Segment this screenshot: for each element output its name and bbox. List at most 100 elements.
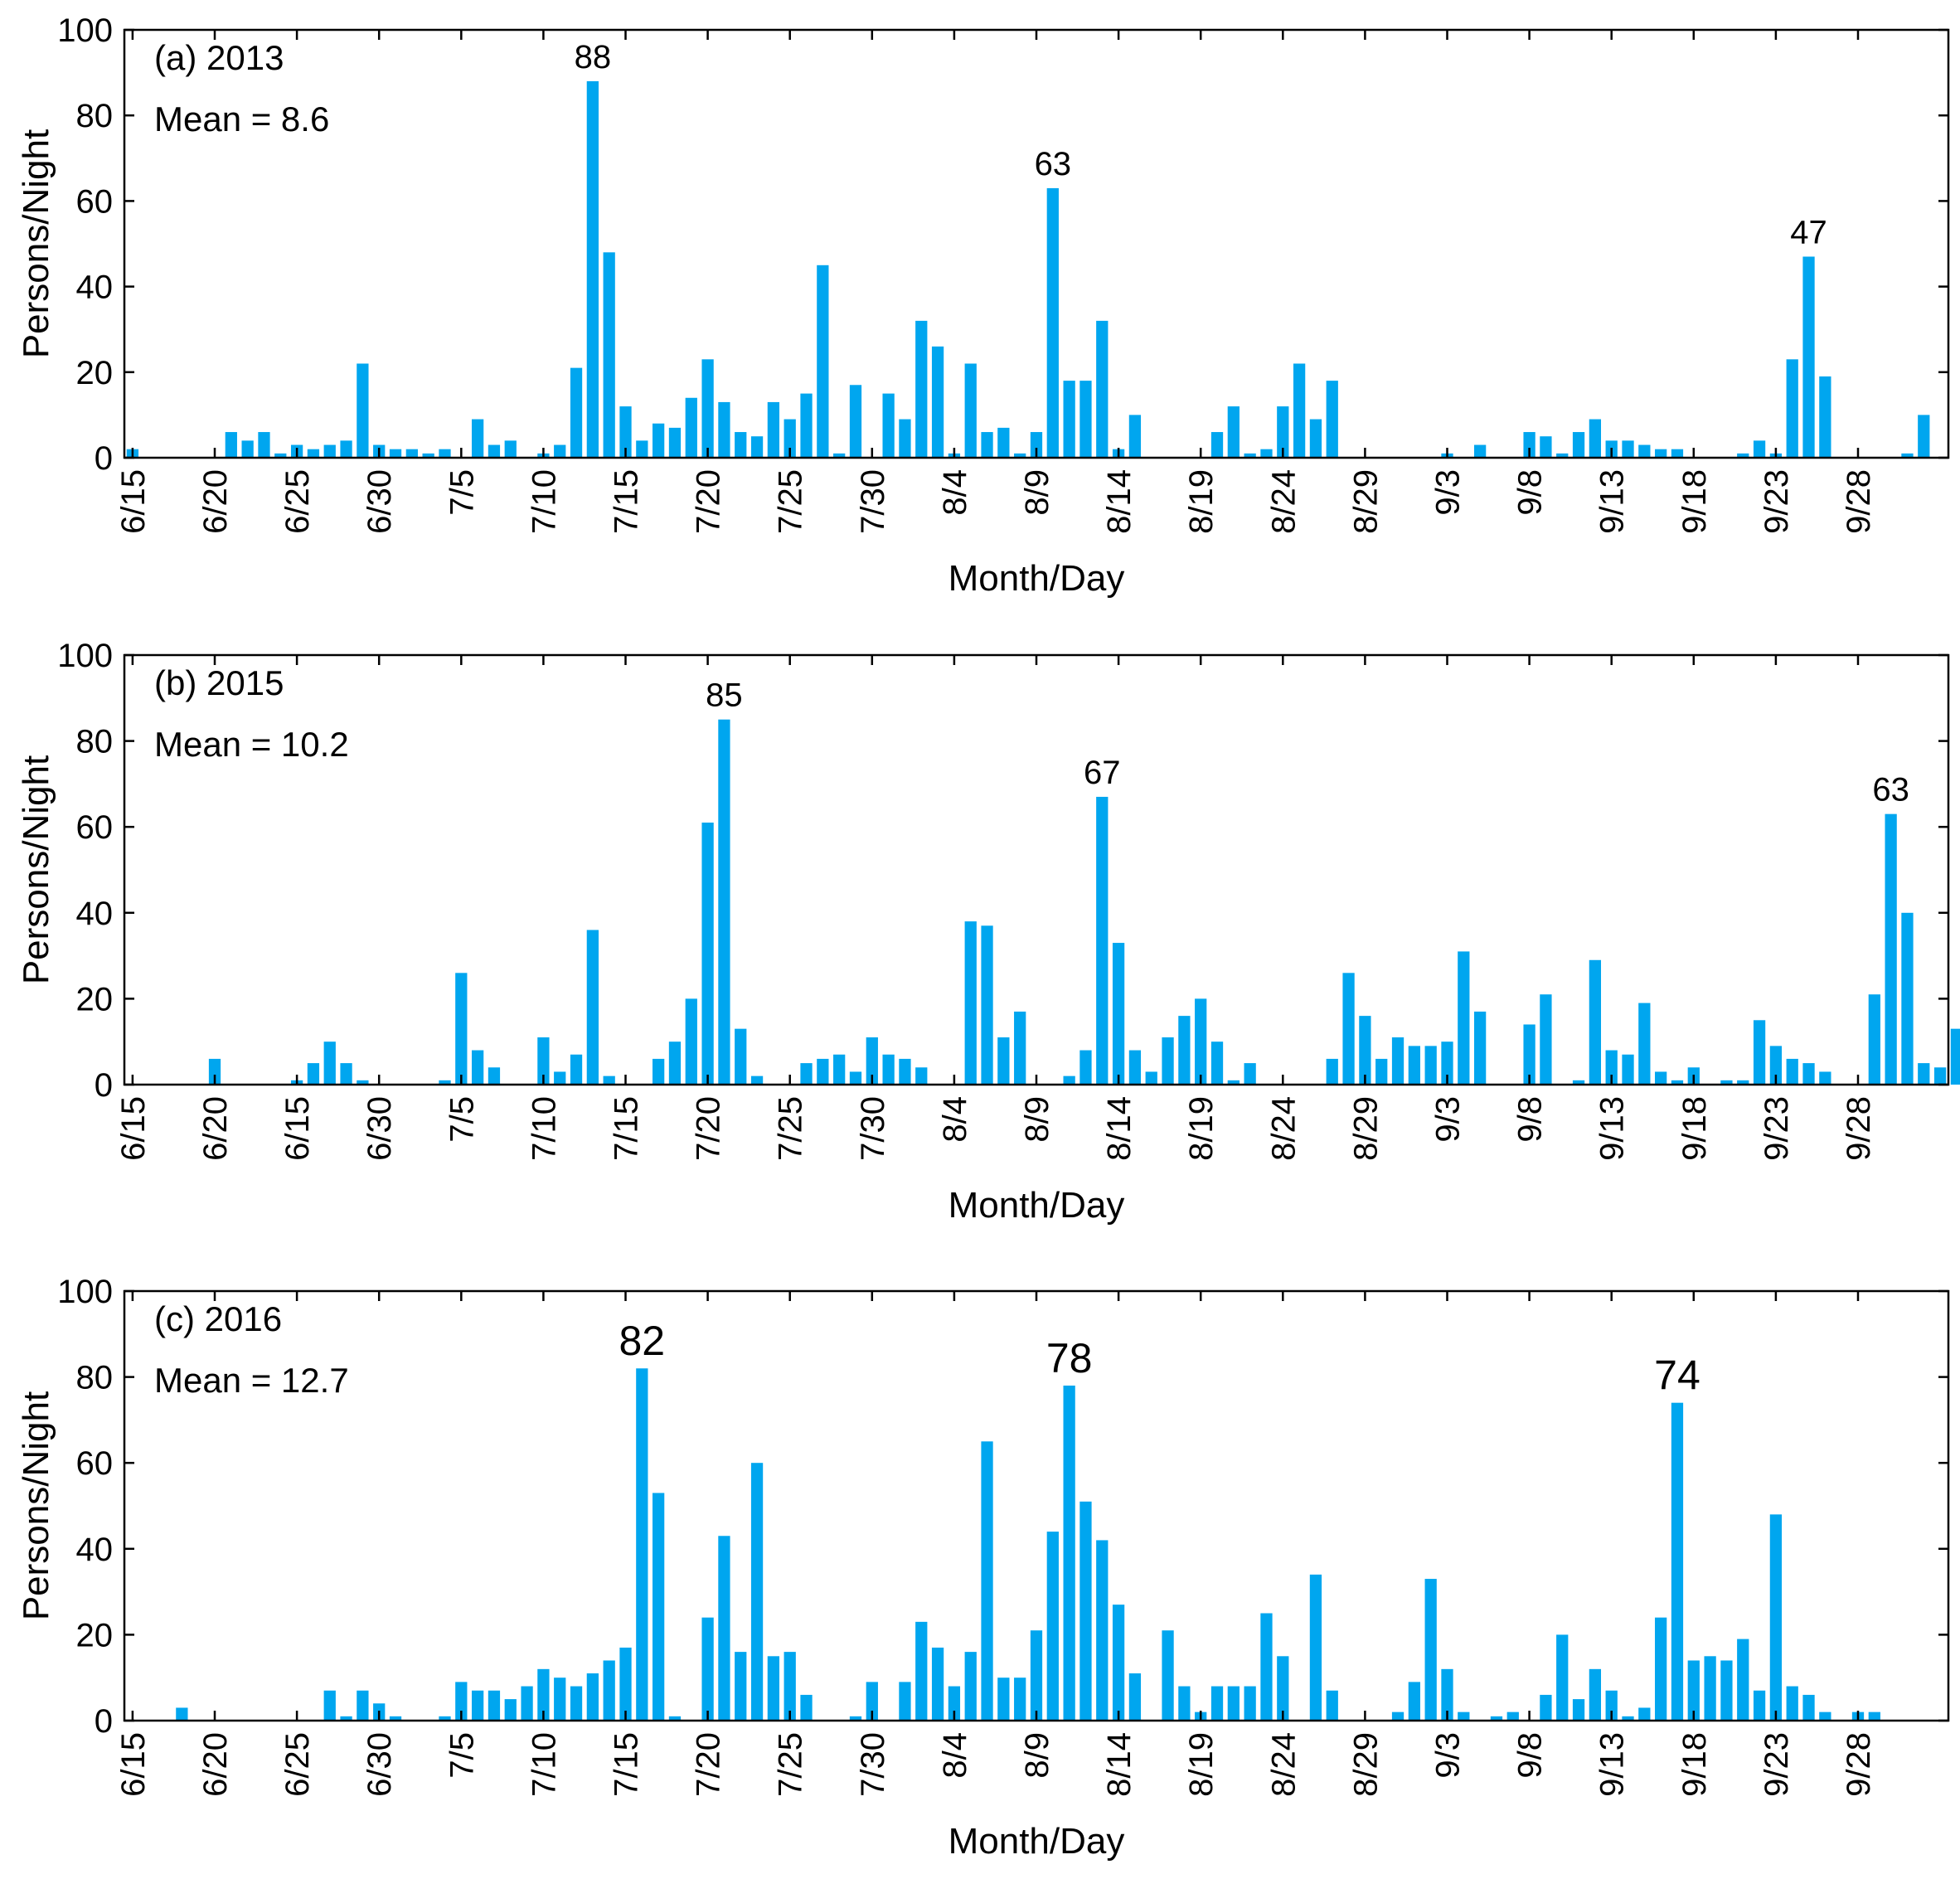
bar: [439, 1080, 451, 1085]
bar: [636, 440, 648, 458]
bar: [1704, 1656, 1716, 1721]
bar: [1687, 1660, 1700, 1721]
bar: [1753, 440, 1766, 458]
bar: [1802, 256, 1815, 458]
peak-label: 63: [1872, 772, 1909, 808]
bar: [750, 1075, 764, 1085]
bar: [1326, 1058, 1338, 1085]
bar: [1868, 1711, 1880, 1721]
bar: [735, 1028, 747, 1085]
bar: [1720, 1660, 1733, 1721]
bar: [1128, 415, 1142, 458]
bar: [1540, 994, 1552, 1085]
x-tick-label: 8/24: [1265, 1732, 1302, 1797]
plot-frame: [123, 653, 1950, 1086]
bar: [1572, 432, 1585, 458]
bar: [1671, 1080, 1684, 1085]
bar: [274, 453, 287, 458]
bar: [488, 444, 501, 458]
peak-label: 88: [575, 39, 612, 75]
bar: [1096, 320, 1109, 458]
bar: [882, 1054, 895, 1085]
bar: [603, 252, 615, 458]
bar: [208, 1058, 221, 1085]
peak-label: 63: [1035, 146, 1072, 182]
bar: [521, 1686, 533, 1721]
bar: [981, 1441, 993, 1721]
peak-label: 82: [619, 1318, 666, 1364]
bar: [750, 436, 764, 458]
bar: [1786, 1686, 1798, 1721]
bar: [1342, 973, 1355, 1085]
x-axis-title: Month/Day: [948, 558, 1125, 599]
x-tick-label: 9/23: [1759, 469, 1795, 534]
bar: [1244, 1686, 1256, 1721]
x-tick-label: 9/3: [1430, 1732, 1467, 1779]
bar: [1933, 1067, 1947, 1085]
bar: [750, 1463, 764, 1721]
bar: [1506, 1711, 1519, 1721]
bar: [915, 1621, 928, 1721]
x-tick-label: 9/28: [1841, 1096, 1877, 1161]
bar: [849, 1071, 862, 1085]
x-tick-label: 8/19: [1183, 469, 1220, 534]
x-tick-label: 6/20: [197, 1096, 234, 1161]
bar: [1671, 1402, 1684, 1721]
bar: [1277, 406, 1289, 458]
x-tick-label: 8/9: [1019, 469, 1055, 516]
bar: [1063, 1075, 1075, 1085]
bar: [1210, 1041, 1224, 1085]
x-tick-label: 8/29: [1347, 469, 1384, 534]
bar: [1589, 419, 1602, 458]
x-tick-label: 6/30: [361, 1732, 398, 1797]
x-tick-label: 7/15: [609, 1096, 645, 1161]
bar: [1244, 1063, 1256, 1085]
bar: [997, 1037, 1010, 1085]
bars: [208, 719, 1960, 1085]
bar: [784, 1652, 796, 1721]
y-tick-label: 60: [76, 1445, 114, 1482]
bar: [1260, 449, 1273, 458]
bar: [537, 1037, 550, 1085]
bar: [455, 973, 468, 1085]
bar: [1014, 1011, 1026, 1085]
panel-2013: 0 20 40 60 80 100 6/15 6/20 6/25 6/30 7/5 7/10 7/15 7…: [16, 12, 1950, 599]
bar: [1868, 994, 1880, 1085]
bar: [1523, 432, 1535, 458]
bar: [668, 427, 682, 458]
x-tick-label: 7/20: [691, 1732, 727, 1797]
x-tick-label: 8/14: [1101, 469, 1138, 534]
bar: [1210, 1686, 1224, 1721]
x-tick-label: 8/24: [1265, 469, 1302, 534]
bar: [1309, 419, 1322, 458]
bar: [439, 1716, 451, 1721]
bar: [1720, 1080, 1733, 1085]
bar: [1523, 1024, 1535, 1085]
bar: [1622, 1716, 1634, 1721]
bar: [817, 1058, 829, 1085]
x-tick-label: 7/20: [691, 1096, 727, 1161]
bar: [1046, 1532, 1059, 1721]
x-tick-label: 8/4: [937, 469, 973, 516]
bar: [619, 1647, 632, 1721]
bar: [537, 1668, 550, 1721]
x-tick-label: 8/9: [1019, 1096, 1055, 1143]
bar: [258, 432, 270, 458]
bar: [735, 432, 747, 458]
bar: [767, 1656, 780, 1721]
y-tick-label: 40: [76, 1532, 114, 1568]
bar: [767, 401, 780, 458]
bar: [1096, 796, 1109, 1085]
bar: [1737, 453, 1749, 458]
x-tick-label: 7/30: [855, 1096, 891, 1161]
bar: [1819, 376, 1831, 458]
bar: [603, 1660, 615, 1721]
bar: [1458, 1711, 1470, 1721]
y-axis-title: Persons/Night: [16, 129, 56, 358]
bar: [405, 449, 418, 458]
x-tick-label: 8/24: [1265, 1096, 1302, 1161]
y-axis-title: Persons/Night: [16, 755, 56, 984]
bar: [422, 453, 434, 458]
y-tick-label: 0: [95, 1067, 113, 1104]
bar: [701, 1617, 714, 1721]
